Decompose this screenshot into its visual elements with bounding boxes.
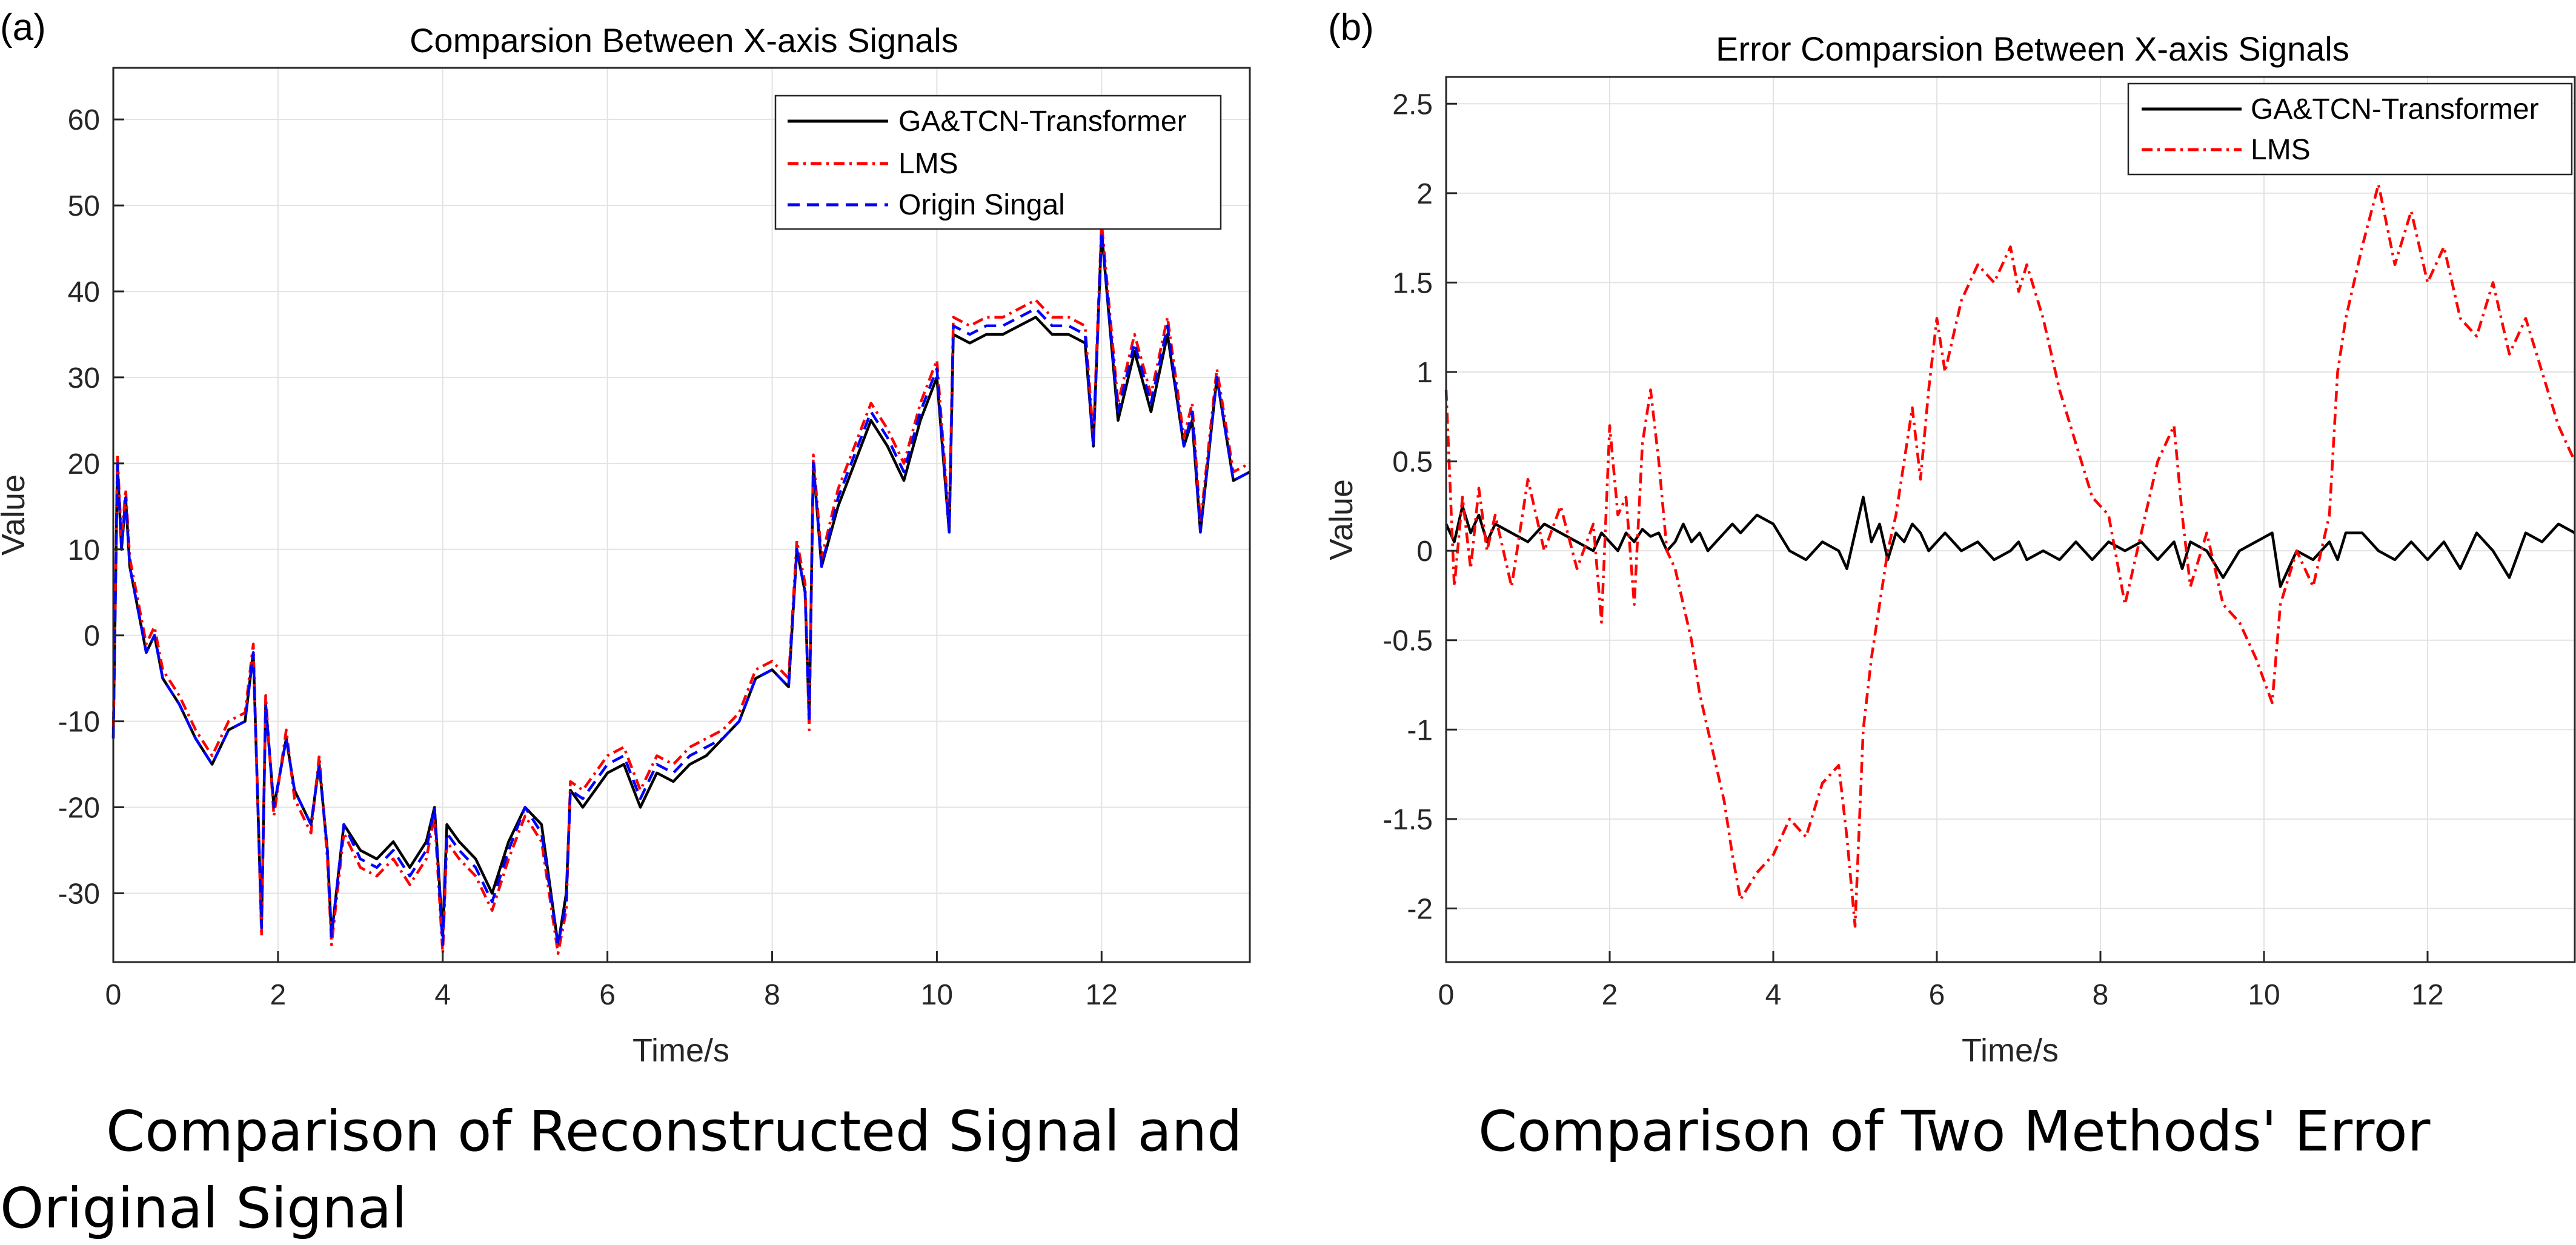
panel-b-series xyxy=(1444,182,2576,928)
legend-label-ga-tcn-transformer: GA&TCN-Transformer xyxy=(2251,93,2539,125)
caption-right: Comparison of Two Methods' Error xyxy=(1478,1099,2431,1164)
x-tick-label: 2 xyxy=(1602,979,1618,1011)
y-tick-label: 1 xyxy=(1416,357,1433,389)
x-tick-label: 4 xyxy=(1765,979,1782,1011)
panel-b-xlabel: Time/s xyxy=(1962,1032,2059,1069)
y-tick-label: 10 xyxy=(68,534,100,566)
y-tick-label: -0.5 xyxy=(1383,625,1433,657)
y-tick-label: 0 xyxy=(1416,536,1433,568)
x-tick-label: 6 xyxy=(1929,979,1945,1011)
panel-b-axes-box xyxy=(1445,76,2576,963)
caption-left-line1: Comparison of Reconstructed Signal and xyxy=(106,1099,1243,1164)
panel-b-title: Error Comparsion Between X-axis Signals xyxy=(1716,30,2349,68)
legend-label-ga-tcn-transformer: GA&TCN-Transformer xyxy=(898,105,1187,138)
x-tick-label: 0 xyxy=(105,979,122,1011)
panel-a-legend: GA&TCN-Transformer LMS Origin Singal xyxy=(774,95,1222,230)
y-tick-label: 30 xyxy=(68,362,100,394)
y-tick-label: 60 xyxy=(68,104,100,136)
y-tick-label: 0 xyxy=(84,620,100,652)
series-line-origin-singal xyxy=(111,230,1251,946)
series-line-ga-tcn-transformer xyxy=(1444,496,2576,588)
panel-b-legend-box xyxy=(2127,82,2573,176)
series-line-lms xyxy=(1444,182,2576,928)
panel-a-ticks: 0 2 4 6 8 10 12 -30 -20 -10 0 10 20 30 40 50 60 xyxy=(58,104,1118,1011)
caption-left-line2: Original Signal xyxy=(0,1176,407,1241)
panel-b-grid xyxy=(1446,77,2575,962)
panel-a: (a) Comparsion Between X-axis Signals 0 2… xyxy=(0,7,1251,1069)
panel-a-xlabel: Time/s xyxy=(632,1032,729,1069)
panel-b: (b) Error Comparsion Between X-axis Sign… xyxy=(1323,7,2576,1069)
legend-label-lms: LMS xyxy=(2251,134,2311,166)
x-tick-label: 4 xyxy=(434,979,451,1011)
y-tick-label: 20 xyxy=(68,448,100,480)
y-tick-label: -1.5 xyxy=(1383,804,1433,836)
legend-label-lms: LMS xyxy=(898,148,958,180)
panel-a-title: Comparsion Between X-axis Signals xyxy=(410,21,958,59)
y-tick-label: -10 xyxy=(58,706,100,739)
x-tick-label: 0 xyxy=(1438,979,1455,1011)
y-tick-label: -20 xyxy=(58,792,100,825)
y-tick-label: 50 xyxy=(68,190,100,222)
x-tick-label: 6 xyxy=(599,979,616,1011)
panel-b-legend: GA&TCN-Transformer LMS xyxy=(2127,82,2573,176)
y-tick-label: 40 xyxy=(68,276,100,308)
y-tick-label: 1.5 xyxy=(1392,267,1433,299)
y-tick-label: 0.5 xyxy=(1392,447,1433,479)
y-tick-label: -2 xyxy=(1407,893,1433,925)
y-tick-label: 2 xyxy=(1416,178,1433,210)
panel-a-axes-box xyxy=(112,67,1251,963)
x-tick-label: 2 xyxy=(270,979,287,1011)
x-tick-label: 10 xyxy=(921,979,953,1011)
x-tick-label: 12 xyxy=(1086,979,1118,1011)
panel-b-label: (b) xyxy=(1328,7,1374,48)
panel-a-label: (a) xyxy=(0,7,46,48)
y-tick-label: -30 xyxy=(58,878,100,910)
x-tick-label: 8 xyxy=(764,979,780,1011)
panel-b-ylabel: Value xyxy=(1323,479,1359,560)
panel-a-series xyxy=(111,221,1251,955)
series-line-ga-tcn-transformer xyxy=(111,230,1251,946)
x-tick-label: 12 xyxy=(2411,979,2443,1011)
panel-a-ylabel: Value xyxy=(0,474,32,556)
legend-label-origin-signal: Origin Singal xyxy=(898,189,1065,221)
series-line-lms xyxy=(111,221,1251,955)
x-tick-label: 10 xyxy=(2248,979,2280,1011)
y-tick-label: -1 xyxy=(1407,714,1433,746)
y-tick-label: 2.5 xyxy=(1392,88,1433,121)
panel-b-ticks: 0 2 4 6 8 10 12 -2 -1.5 -1 -0.5 0 0.5 1 1.5 2 2.5 xyxy=(1383,88,2443,1011)
x-tick-label: 8 xyxy=(2093,979,2109,1011)
